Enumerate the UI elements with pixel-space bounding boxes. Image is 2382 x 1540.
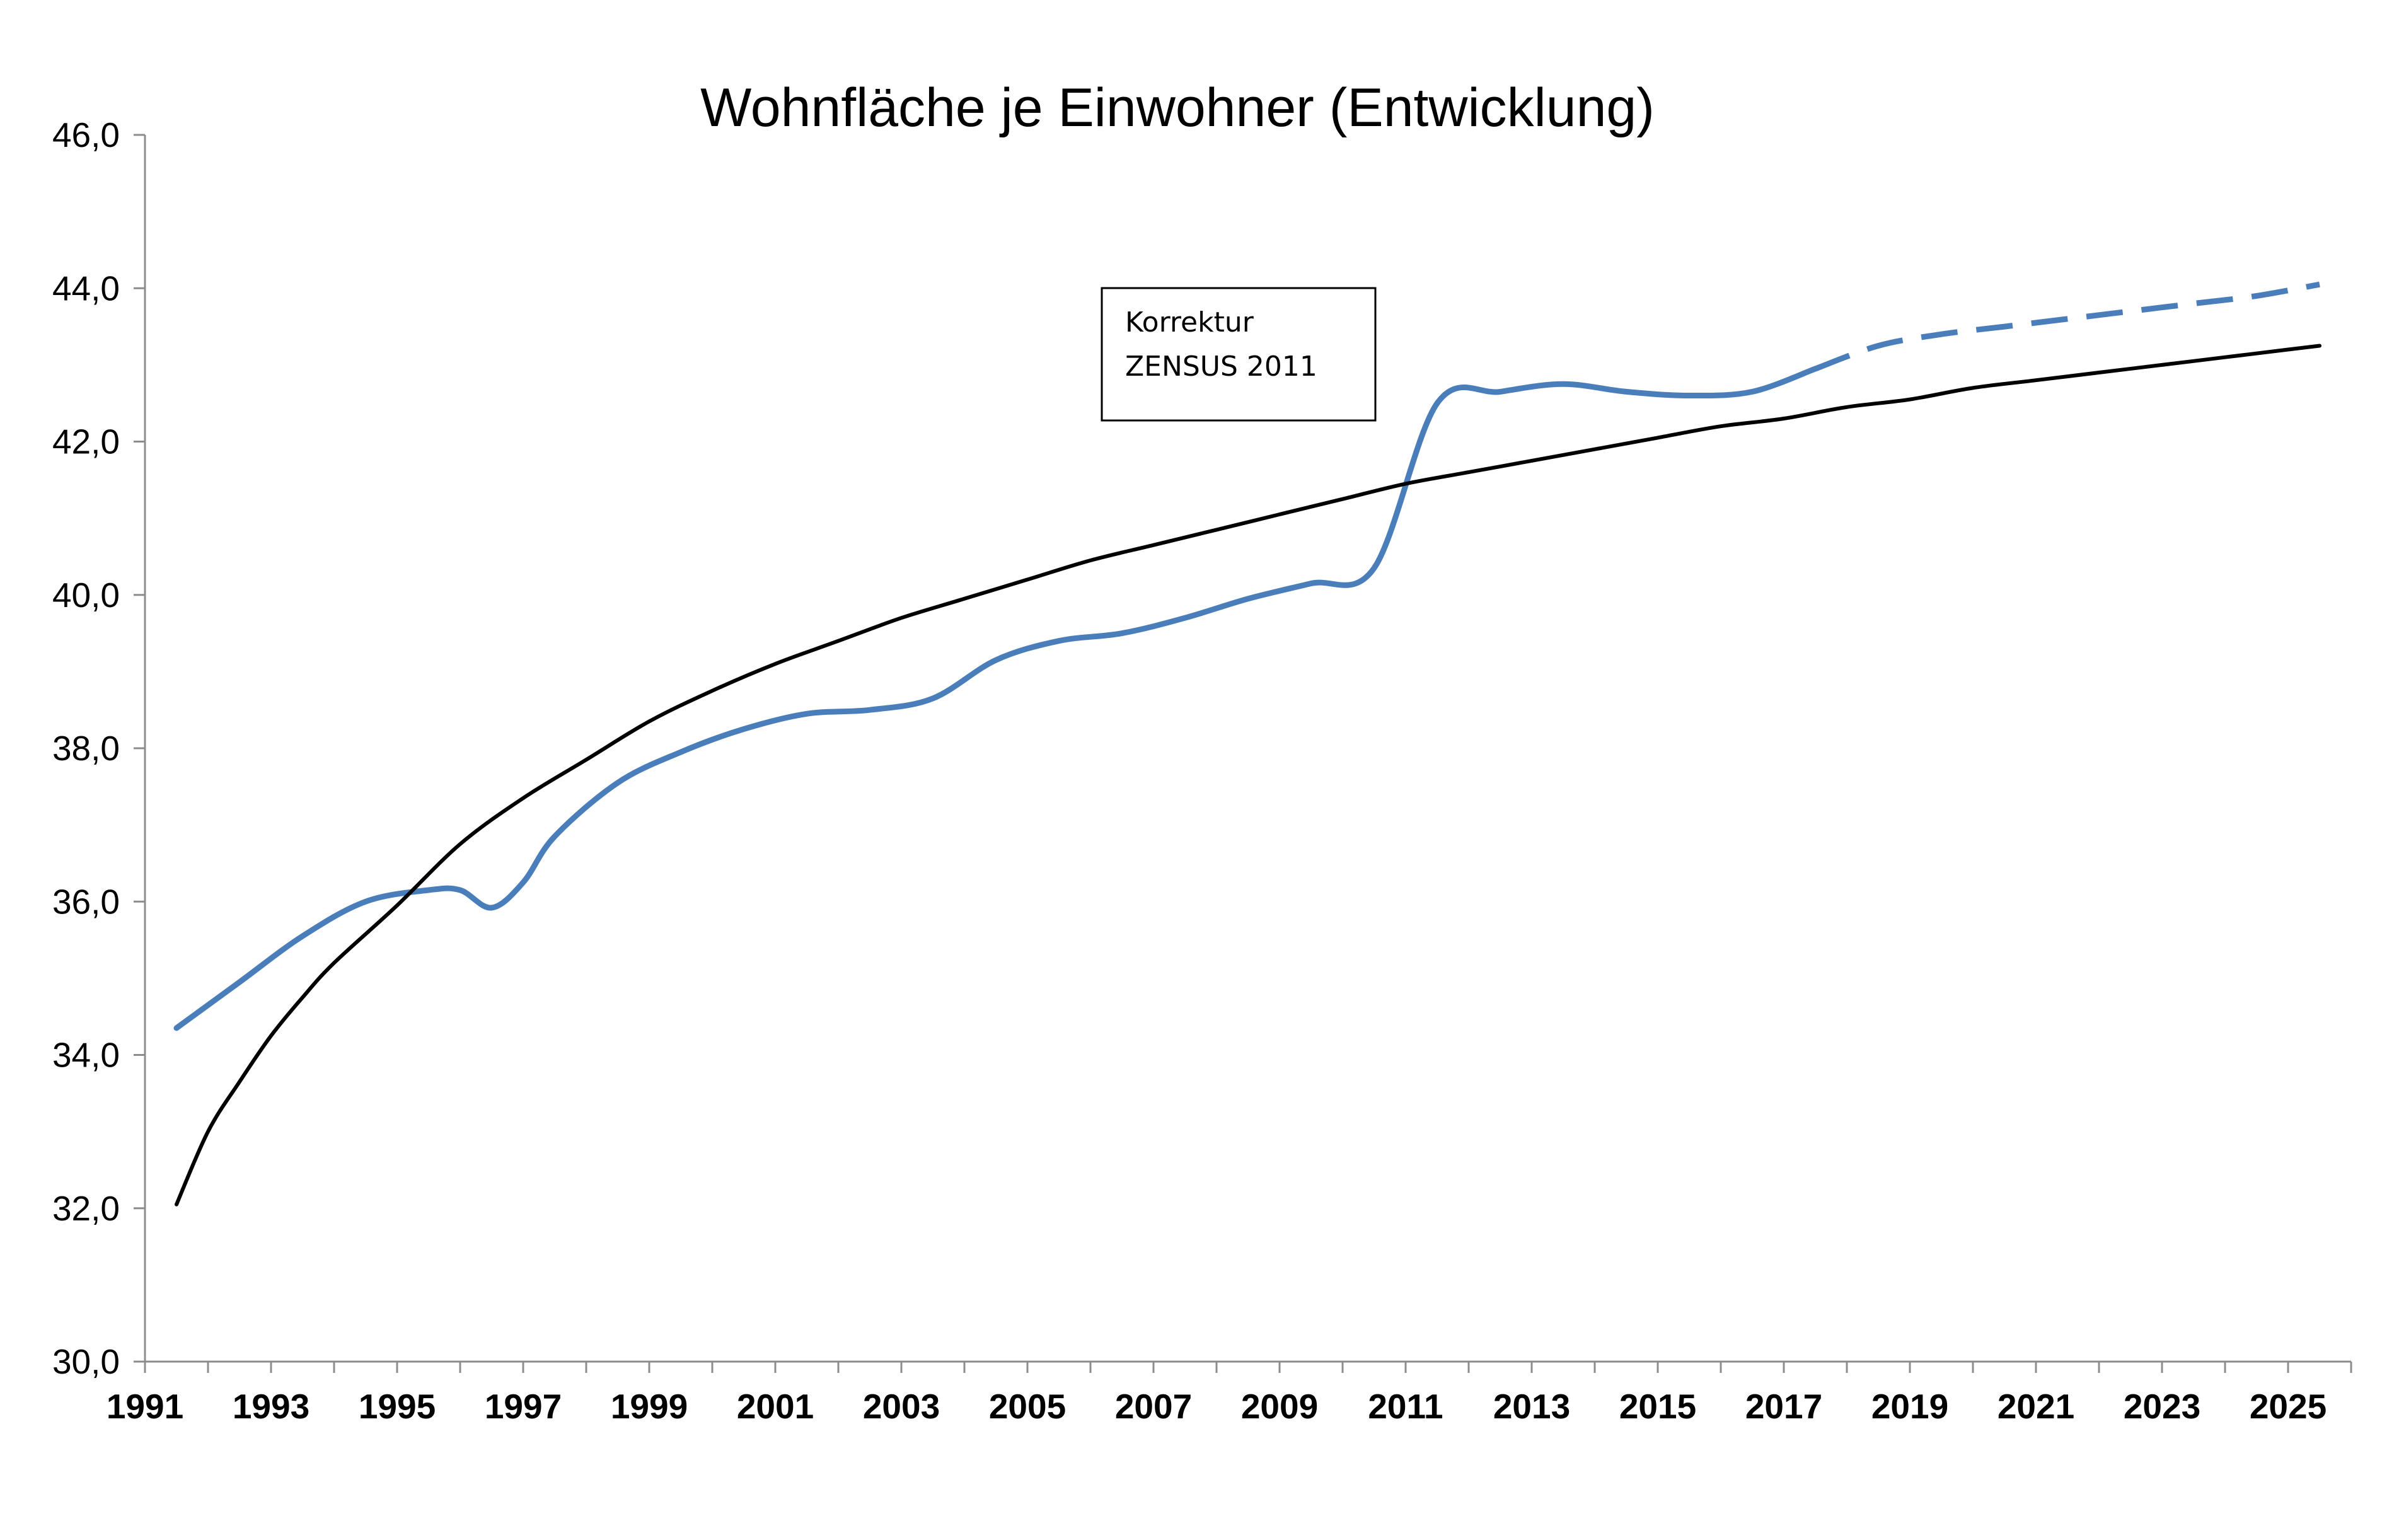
x-tick-label: 1991 (107, 1387, 183, 1426)
annotation-frame (1101, 287, 1377, 422)
y-tick-label: 32,0 (52, 1189, 120, 1228)
chart-title: Wohnfläche je Einwohner (Entwicklung) (700, 78, 1655, 138)
x-tick-label: 2011 (1368, 1387, 1443, 1426)
series-actual-line (173, 366, 1818, 1031)
x-tick-label: 1995 (359, 1387, 436, 1426)
x-tick-label: 1993 (233, 1387, 309, 1426)
x-tick-label: 2003 (863, 1387, 940, 1426)
x-tick-label: 2017 (1745, 1387, 1822, 1426)
y-tick-label: 40,0 (52, 576, 120, 615)
x-tick-label: 2019 (1871, 1387, 1948, 1426)
x-tick-label: 1997 (485, 1387, 562, 1426)
y-axis: 30,0 32,0 34,0 36,0 38,0 40,0 42,0 44,0 46,0 (52, 115, 146, 1381)
series-layer (173, 281, 2321, 1207)
x-tick-label: 2001 (737, 1387, 814, 1426)
series-forecast-line (1814, 281, 2320, 372)
y-tick-label: 46,0 (52, 115, 120, 154)
x-tick-label: 2025 (2250, 1387, 2327, 1426)
x-tick-label: 2007 (1115, 1387, 1192, 1426)
x-tick-label: 2005 (989, 1387, 1066, 1426)
x-tick-label: 2013 (1493, 1387, 1570, 1426)
y-tick-label: 44,0 (52, 269, 120, 308)
y-tick-label: 34,0 (52, 1036, 120, 1075)
x-tick-label: 2009 (1241, 1387, 1318, 1426)
x-axis: 1991 1993 1995 1997 1999 2001 2003 2005 2007 2009… (107, 1360, 2352, 1426)
y-tick-label: 36,0 (52, 882, 120, 921)
series-trend-line (175, 344, 2321, 1207)
annotation-line-2: ZENSUS 2011 (1125, 350, 1317, 383)
x-tick-label: 1999 (611, 1387, 688, 1426)
y-tick-label: 38,0 (52, 729, 120, 768)
x-tick-label: 2021 (1998, 1387, 2074, 1426)
annotation-box: Korrektur ZENSUS 2011 (1101, 287, 1377, 422)
x-tick-label: 2023 (2124, 1387, 2200, 1426)
y-tick-label: 30,0 (52, 1342, 120, 1381)
annotation-line-1: Korrektur (1125, 306, 1254, 339)
y-tick-label: 42,0 (52, 422, 120, 461)
x-tick-label: 2015 (1619, 1387, 1696, 1426)
